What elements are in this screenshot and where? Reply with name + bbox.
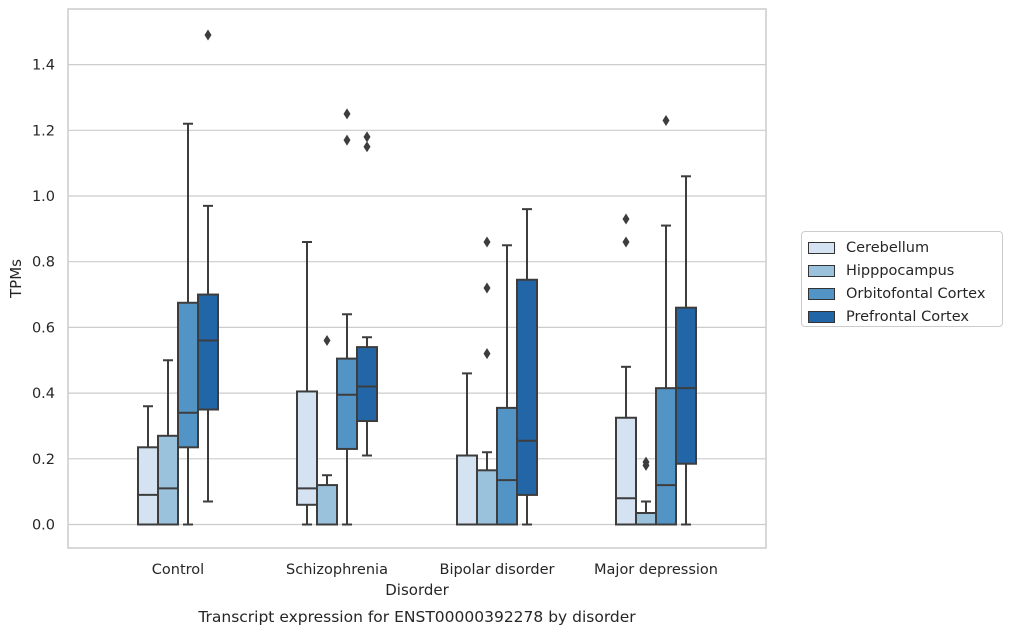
legend-swatch	[808, 242, 835, 255]
legend-item: Hipppocampus	[808, 260, 1002, 283]
outlier-point	[483, 236, 491, 248]
box-3-3	[675, 175, 697, 526]
box-1-1	[316, 335, 338, 526]
y-tick-label: 0.6	[32, 320, 55, 336]
box-body	[496, 406, 518, 526]
outlier-point	[343, 134, 351, 146]
box-body	[456, 454, 478, 526]
y-axis-label: TPMs	[7, 259, 25, 299]
box-2-1	[336, 108, 358, 526]
chart-legend: Cerebellum Hipppocampus Orbitofontal Corte…	[801, 231, 1003, 327]
y-tick-label: 1.0	[32, 189, 55, 205]
x-tick-label: Major depression	[594, 562, 718, 578]
legend-label: Orbitofontal Cortex	[846, 285, 986, 302]
box-body	[336, 357, 358, 450]
y-tick-label: 0.2	[32, 452, 55, 468]
outlier-point	[323, 335, 331, 347]
x-tick-label: Bipolar disorder	[440, 562, 555, 578]
legend-label: Hipppocampus	[846, 263, 955, 280]
x-tick-label: Schizophrenia	[286, 562, 388, 578]
legend-item: Cerebellum	[808, 237, 1002, 260]
box-1-2	[476, 236, 498, 526]
outlier-point	[363, 141, 371, 153]
y-tick-label: 0.4	[32, 386, 55, 402]
box-3-1	[356, 131, 378, 457]
x-tick-labels: Control Schizophrenia Bipolar disorder Majo…	[152, 562, 718, 578]
box-body	[197, 293, 219, 411]
outlier-point	[363, 131, 371, 143]
box-body	[177, 301, 199, 449]
box-body	[476, 469, 498, 526]
box-body	[516, 278, 538, 496]
plot-area	[68, 9, 766, 548]
box-0-1	[296, 240, 318, 526]
box-body	[635, 512, 657, 526]
legend-label: Prefrontal Cortex	[846, 308, 969, 325]
y-tick-labels: 0.0 0.2 0.4 0.6 0.8 1.0 1.2 1.4	[32, 58, 55, 534]
box-body	[157, 434, 179, 526]
legend-swatch	[808, 265, 835, 278]
box-body	[655, 387, 677, 526]
outlier-point	[343, 108, 351, 120]
y-tick-label: 1.2	[32, 123, 55, 139]
legend-swatch	[808, 287, 835, 300]
outlier-point	[483, 348, 491, 360]
outlier-point	[622, 213, 630, 225]
legend-item: Prefrontal Cortex	[808, 305, 1002, 328]
x-tick-label: Control	[152, 562, 204, 578]
box-2-0	[177, 122, 199, 526]
outlier-point	[622, 236, 630, 248]
outlier-point	[204, 29, 212, 41]
outlier-point	[642, 456, 650, 468]
box-body	[316, 484, 338, 526]
legend-item: Orbitofontal Cortex	[808, 283, 1002, 306]
chart-caption: Transcript expression for ENST0000039227…	[197, 608, 636, 626]
y-tick-label: 1.4	[32, 58, 55, 74]
box-3-2	[516, 208, 538, 526]
outlier-point	[483, 282, 491, 294]
x-axis-label: Disorder	[385, 581, 449, 599]
legend-label: Cerebellum	[846, 240, 930, 257]
box-series	[137, 29, 697, 526]
y-tick-label: 0.8	[32, 255, 55, 271]
box-body	[296, 390, 318, 506]
box-2-2	[496, 244, 518, 526]
legend-swatch	[808, 310, 835, 323]
outlier-point	[662, 114, 670, 126]
box-0-3	[615, 213, 637, 526]
y-tick-label: 0.0	[32, 518, 55, 534]
box-body	[137, 446, 159, 526]
box-body	[356, 346, 378, 423]
box-body	[615, 416, 637, 526]
box-body	[675, 306, 697, 465]
plot-frame	[67, 8, 767, 549]
box-1-0	[157, 359, 179, 526]
box-3-0	[197, 29, 219, 503]
